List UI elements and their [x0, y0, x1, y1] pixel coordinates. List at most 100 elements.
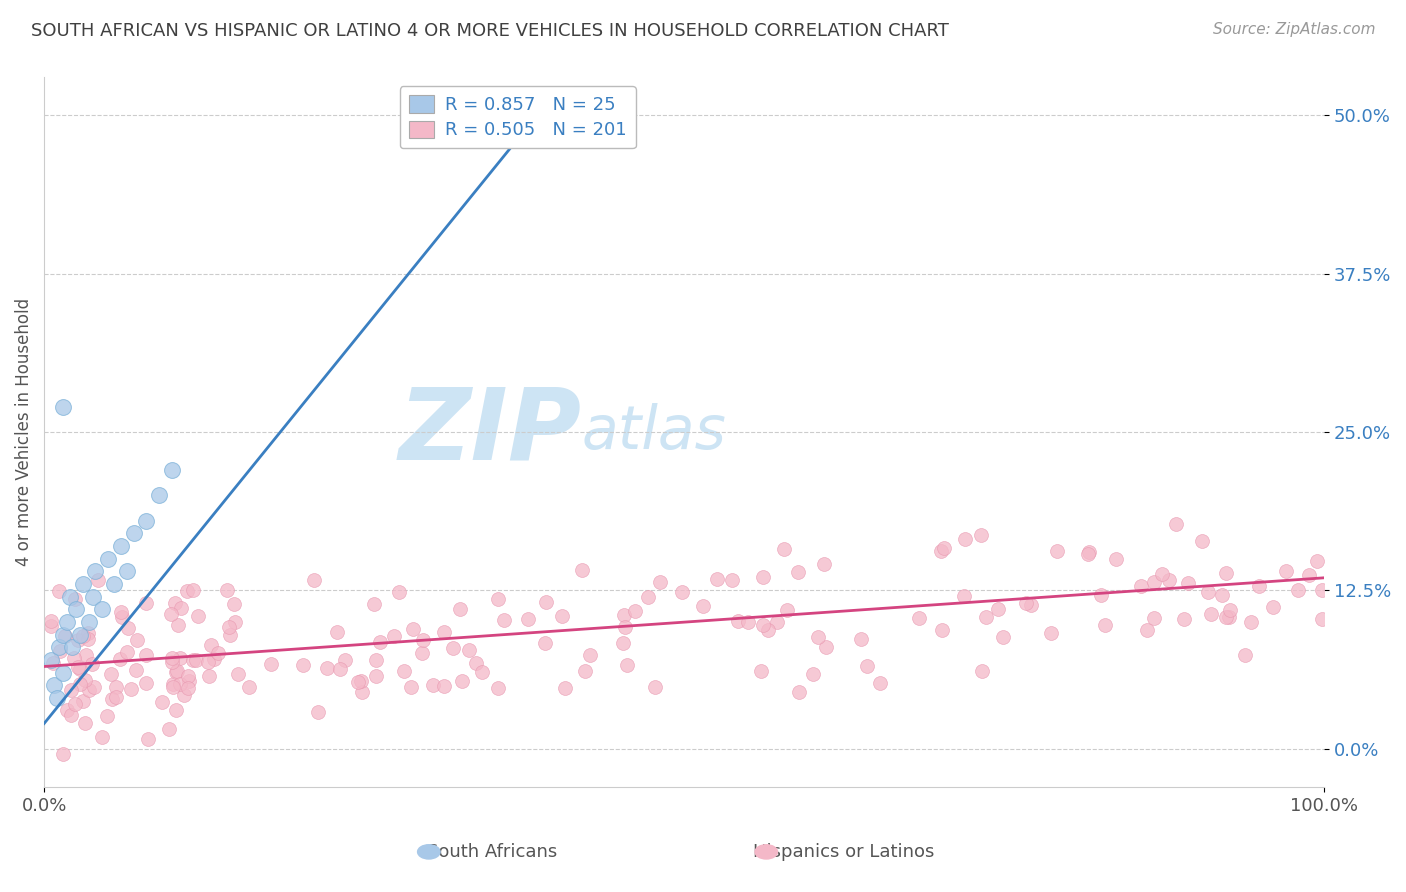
- Point: [333, 653, 356, 667]
- Point: [72, 693, 94, 707]
- Point: [1286, 582, 1309, 597]
- Point: [801, 666, 824, 681]
- Point: [80, 657, 103, 671]
- Point: [349, 673, 371, 688]
- Point: [75, 648, 97, 663]
- Point: [751, 664, 773, 678]
- Point: [1105, 552, 1128, 566]
- Point: [176, 669, 198, 683]
- Point: [169, 676, 191, 690]
- Point: [292, 658, 315, 673]
- Point: [63, 592, 86, 607]
- Point: [115, 645, 138, 659]
- Point: [238, 680, 260, 694]
- Point: [169, 651, 191, 665]
- Text: atlas: atlas: [582, 403, 727, 461]
- Point: [52, 400, 75, 414]
- Point: [83, 680, 105, 694]
- Point: [987, 601, 1010, 615]
- Point: [953, 532, 976, 546]
- Point: [222, 597, 245, 611]
- Point: [1191, 534, 1213, 549]
- Point: [370, 635, 392, 649]
- Point: [39, 618, 62, 632]
- Point: [105, 690, 128, 704]
- Point: [67, 632, 90, 647]
- Point: [52, 747, 75, 761]
- Point: [411, 646, 433, 660]
- Point: [60, 640, 83, 655]
- Point: [160, 650, 183, 665]
- Point: [82, 590, 104, 604]
- Point: [932, 541, 955, 556]
- Point: [706, 572, 728, 586]
- Point: [77, 632, 100, 646]
- Point: [1234, 648, 1257, 662]
- Point: [399, 681, 422, 695]
- Point: [1298, 568, 1320, 582]
- Point: [787, 565, 810, 579]
- Point: [671, 585, 693, 599]
- Text: Hispanics or Latinos: Hispanics or Latinos: [752, 843, 935, 861]
- Point: [198, 669, 221, 683]
- Point: [814, 640, 837, 654]
- Point: [1215, 610, 1237, 624]
- Point: [534, 595, 557, 609]
- Point: [166, 617, 188, 632]
- Point: [224, 615, 246, 629]
- Point: [111, 609, 134, 624]
- Point: [60, 708, 83, 723]
- Point: [412, 632, 434, 647]
- Point: [72, 577, 94, 591]
- Point: [1240, 615, 1263, 630]
- Point: [125, 663, 148, 677]
- Point: [1218, 609, 1240, 624]
- Point: [1173, 612, 1195, 626]
- Point: [433, 679, 456, 693]
- Point: [315, 661, 337, 675]
- Point: [1152, 566, 1174, 581]
- Point: [96, 708, 118, 723]
- Point: [77, 625, 100, 640]
- Point: [135, 648, 157, 662]
- Point: [613, 620, 636, 634]
- Point: [44, 678, 66, 692]
- Text: Source: ZipAtlas.com: Source: ZipAtlas.com: [1212, 22, 1375, 37]
- Point: [486, 681, 509, 696]
- Point: [101, 692, 124, 706]
- Point: [352, 685, 374, 699]
- Point: [752, 617, 775, 632]
- Point: [974, 610, 997, 624]
- Point: [471, 665, 494, 680]
- Point: [177, 681, 200, 695]
- Point: [1215, 566, 1237, 581]
- Point: [612, 635, 634, 649]
- Point: [486, 592, 509, 607]
- Point: [48, 643, 70, 657]
- Point: [1076, 547, 1098, 561]
- Point: [136, 732, 159, 747]
- Point: [517, 612, 540, 626]
- Point: [721, 573, 744, 587]
- Point: [1078, 545, 1101, 559]
- Point: [1310, 612, 1333, 626]
- Point: [392, 664, 415, 678]
- Point: [215, 583, 238, 598]
- Point: [77, 615, 100, 629]
- Point: [1015, 596, 1038, 610]
- Point: [851, 632, 873, 647]
- Point: [260, 657, 283, 671]
- Point: [402, 622, 425, 636]
- Point: [202, 652, 225, 666]
- Point: [1046, 544, 1069, 558]
- Point: [179, 674, 201, 689]
- Point: [48, 640, 70, 655]
- Point: [347, 675, 370, 690]
- Point: [110, 605, 132, 619]
- Point: [165, 665, 187, 679]
- Point: [692, 599, 714, 613]
- Text: ZIP: ZIP: [399, 384, 582, 481]
- Point: [1275, 565, 1298, 579]
- Point: [1310, 582, 1333, 597]
- Point: [1019, 599, 1042, 613]
